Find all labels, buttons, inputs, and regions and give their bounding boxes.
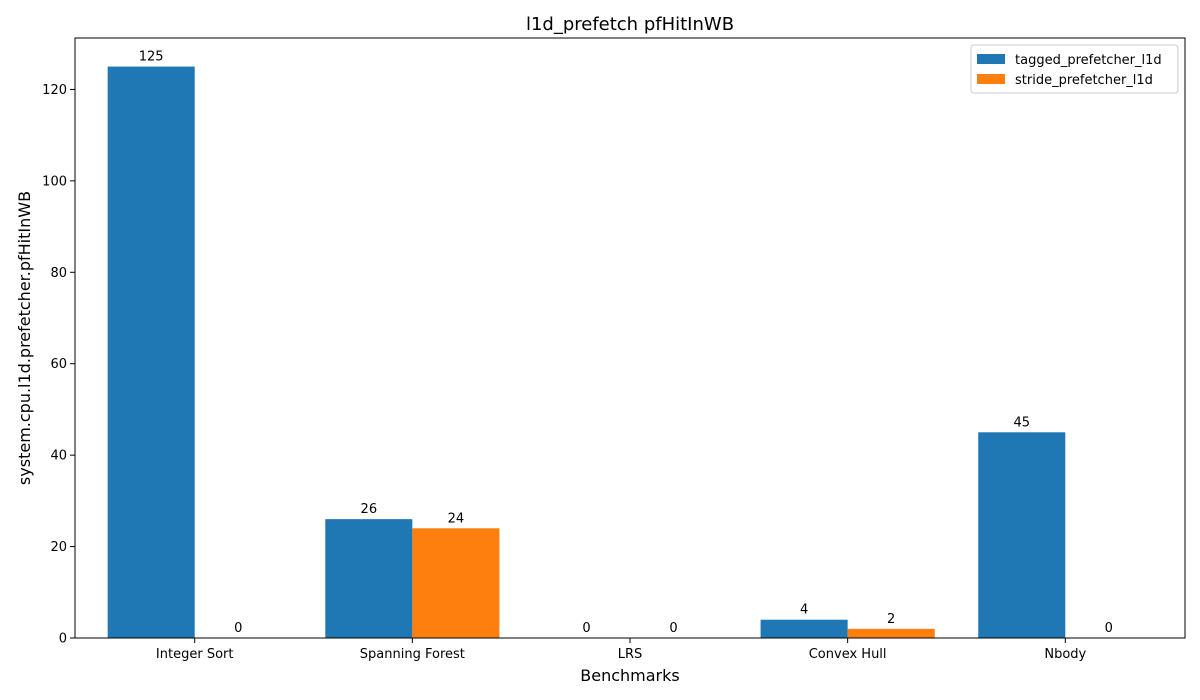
bars-group [107,66,1066,639]
bar [325,519,413,638]
bar-value-label: 125 [139,50,164,65]
x-tick-label: Convex Hull [809,647,887,662]
data-labels-group: 125 26 0 4 45 0 24 0 2 0 [139,50,1113,636]
bar-value-label: 0 [1105,621,1113,636]
bar [760,619,848,638]
y-tick-label: 120 [42,83,67,98]
bar-value-label: 0 [582,621,590,636]
legend-label: tagged_prefetcher_l1d [1015,53,1162,68]
legend-label: stride_prefetcher_l1d [1015,73,1153,88]
y-tick-label: 0 [59,632,67,647]
x-axis-ticks: Integer Sort Spanning Forest LRS Convex Hul… [156,638,1087,662]
chart-title: l1d_prefetch pfHitInWB [526,14,734,35]
bar-value-label: 26 [361,502,378,517]
legend-swatch [977,54,1005,64]
bar [978,432,1066,638]
y-tick-label: 20 [50,540,67,555]
bar [107,66,195,639]
legend-box [970,44,1179,94]
bar [847,628,935,638]
legend-swatch [977,74,1005,84]
x-tick-label: LRS [618,647,643,662]
x-tick-label: Integer Sort [156,647,234,662]
bar [412,528,500,638]
bar-value-label: 4 [800,603,808,618]
x-tick-label: Nbody [1044,647,1086,662]
y-tick-label: 60 [50,357,67,372]
y-tick-label: 80 [50,266,67,281]
legend: tagged_prefetcher_l1d stride_prefetcher_l… [970,44,1179,94]
bar-value-label: 24 [448,511,465,526]
bar-value-label: 2 [887,612,895,627]
y-tick-label: 100 [42,174,67,189]
y-axis-ticks: 0 20 40 60 80 100 120 [42,83,75,647]
y-tick-label: 40 [50,449,67,464]
plot-frame [74,37,1186,639]
bar-value-label: 0 [234,621,242,636]
x-axis-label: Benchmarks [580,666,679,685]
x-tick-label: Spanning Forest [360,647,465,662]
bar-value-label: 0 [669,621,677,636]
y-axis-label: system.cpu.l1d.prefetcher.pfHitInWB [15,191,34,485]
bar-value-label: 45 [1013,415,1030,430]
